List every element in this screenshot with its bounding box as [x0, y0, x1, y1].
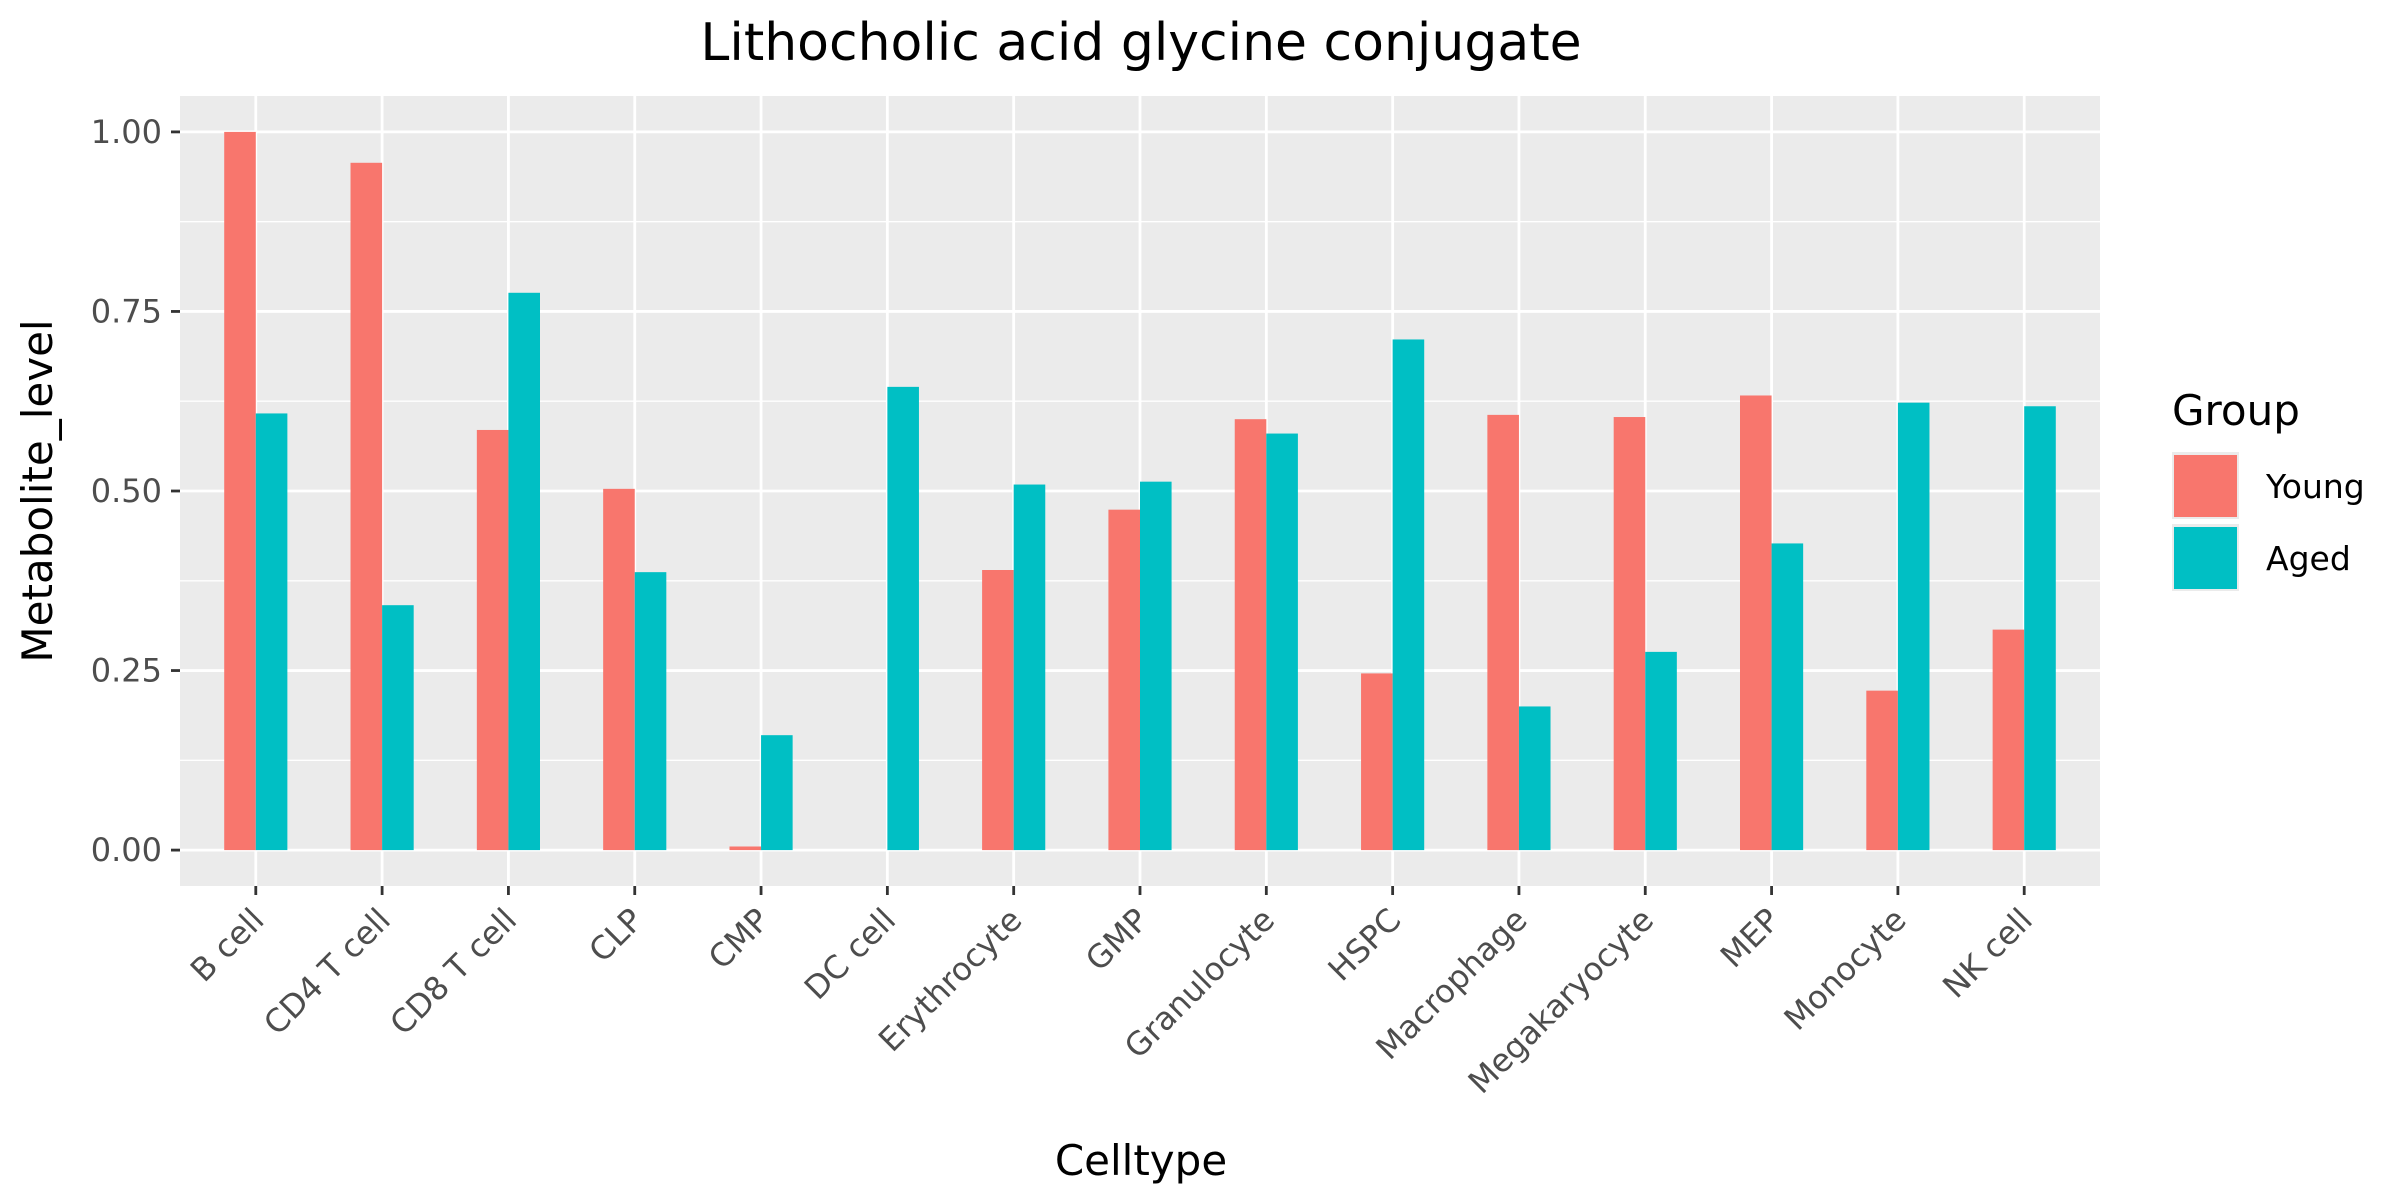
x-axis-title: Celltype	[1055, 1136, 1227, 1185]
bar-aged	[887, 386, 919, 851]
x-tick-label: CD8 T cell	[382, 901, 524, 1043]
bar-aged	[2024, 406, 2056, 851]
y-tick-label: 0.00	[91, 831, 162, 869]
legend-label: Young	[2265, 467, 2365, 506]
bar-aged	[1266, 433, 1298, 851]
bar-young	[1108, 509, 1140, 851]
bar-young	[1613, 417, 1646, 851]
bar-young	[1992, 629, 2025, 851]
bar-aged	[1013, 484, 1046, 851]
bar-aged	[761, 735, 793, 851]
legend-items: Young Aged	[2172, 452, 2365, 591]
y-tick-label: 1.00	[91, 113, 162, 151]
bar-young	[476, 429, 509, 851]
bar-young	[1866, 690, 1898, 851]
bar-aged	[634, 572, 667, 851]
y-tick-label: 0.75	[91, 292, 162, 330]
x-tick-label: CMP	[701, 901, 777, 977]
bars	[224, 131, 2056, 851]
legend: Group Young Aged	[2172, 386, 2365, 591]
chart-title: Lithocholic acid glycine conjugate	[700, 13, 1581, 73]
bar-aged	[382, 605, 414, 851]
bar-young	[603, 488, 635, 851]
x-tick-label: HSPC	[1321, 901, 1409, 989]
bar-aged	[1771, 543, 1804, 851]
x-tick-label: Monocyte	[1777, 901, 1914, 1038]
bar-aged	[1392, 339, 1425, 851]
y-tick-labels: 0.00 0.25 0.50 0.75 1.00	[91, 113, 162, 869]
x-tick-label: MEP	[1713, 901, 1787, 975]
legend-key-young	[2174, 455, 2237, 517]
bar-young	[729, 846, 762, 851]
bar-young	[350, 162, 383, 851]
bar-aged	[1897, 402, 1930, 851]
bar-aged	[1645, 651, 1677, 851]
legend-label: Aged	[2266, 539, 2351, 578]
bar-aged	[508, 292, 540, 851]
legend-key-aged	[2174, 527, 2237, 589]
y-tick-label: 0.25	[91, 652, 162, 690]
y-tick-label: 0.50	[91, 472, 162, 510]
bar-young	[1740, 395, 1772, 851]
bar-aged	[255, 413, 288, 851]
x-tick-label: CD4 T cell	[256, 901, 398, 1043]
axis-ticks	[171, 130, 2026, 895]
x-tick-label: B cell	[183, 901, 272, 990]
bar-young	[1487, 414, 1519, 851]
bar-aged	[1518, 706, 1551, 851]
x-tick-label: CLP	[581, 901, 650, 970]
x-tick-label: DC cell	[797, 901, 903, 1007]
bar-young	[982, 570, 1014, 851]
y-axis-title: Metabolite_level	[13, 319, 62, 662]
legend-title: Group	[2172, 386, 2300, 435]
bar-young	[1361, 673, 1393, 851]
bar-young	[224, 131, 256, 851]
x-tick-label: NK cell	[1935, 901, 2040, 1006]
bar-young	[1234, 419, 1267, 851]
bar-aged	[1140, 481, 1172, 851]
x-tick-label: GMP	[1078, 901, 1156, 979]
